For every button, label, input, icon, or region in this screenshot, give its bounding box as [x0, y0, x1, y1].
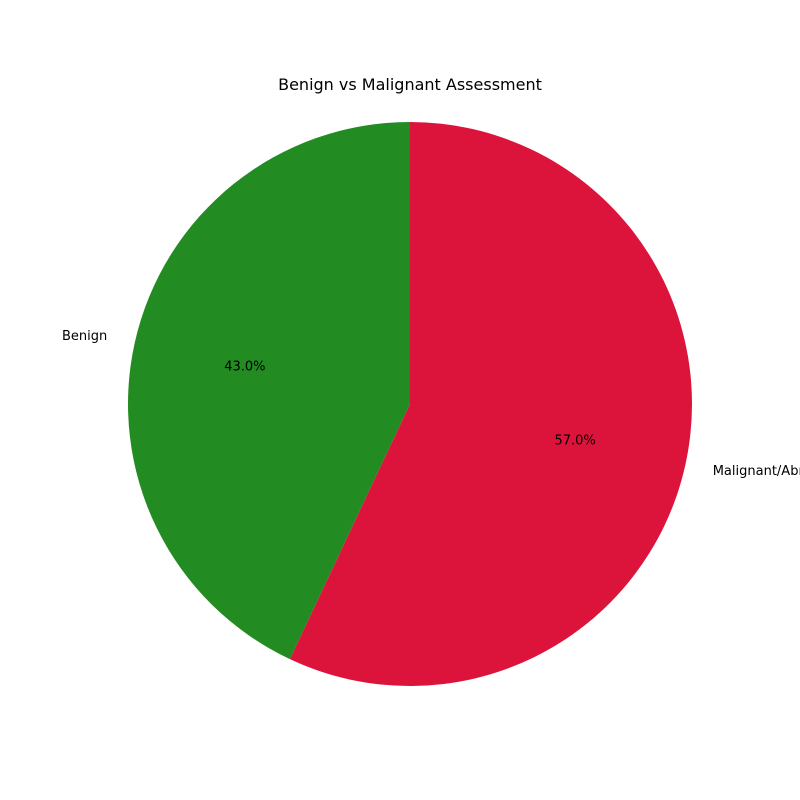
- pie-slice-malignant-abnormal: [289, 122, 693, 686]
- slice-percent-label: 43.0%: [224, 360, 265, 375]
- slice-label-benign: Benign: [62, 329, 107, 344]
- slice-label-malignant-abnormal: Malignant/Abnormal: [713, 464, 800, 479]
- slice-percent-label: 57.0%: [554, 433, 595, 448]
- chart-title: Benign vs Malignant Assessment: [278, 75, 542, 94]
- pie-labels: Benign 43.0% Malignant/Abnormal 57.0%: [62, 329, 800, 479]
- pie-slices: [128, 122, 693, 686]
- pie-slice-benign: [128, 122, 410, 660]
